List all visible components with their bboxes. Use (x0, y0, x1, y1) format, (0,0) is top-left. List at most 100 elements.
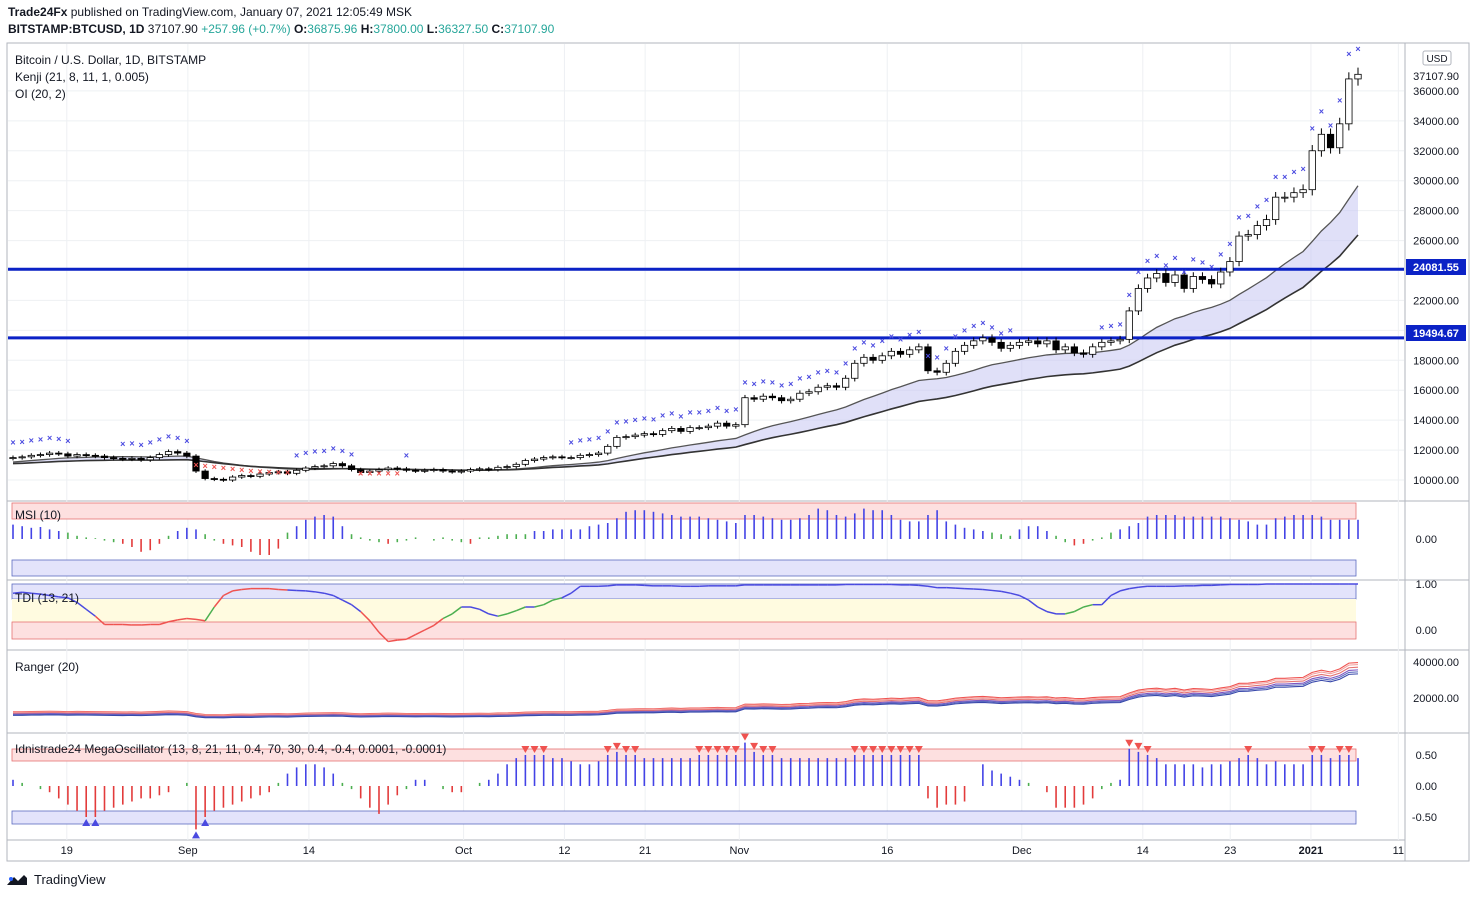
legend-msi[interactable]: MSI (10) (15, 508, 61, 522)
candle-body (1098, 341, 1106, 348)
legend-kenji[interactable]: Kenji (21, 8, 11, 1, 0.005) (15, 70, 149, 84)
sell-triangle-marker (1308, 746, 1317, 753)
buy-triangle-marker (91, 819, 100, 826)
candle-body (192, 455, 200, 472)
candle-body (604, 445, 612, 454)
kenji-lower-line (12, 234, 1359, 471)
footer-brand[interactable]: TradingView (6, 872, 106, 887)
signal-cross: × (1127, 290, 1132, 300)
msi-tick-label: 0.00 (1416, 534, 1437, 546)
sell-triangle-marker (850, 746, 859, 753)
candle-body (677, 428, 685, 432)
signal-cross: × (1264, 195, 1269, 205)
signal-cross: × (660, 411, 665, 421)
tdi-line-segment (58, 596, 68, 599)
candle-body (494, 466, 502, 470)
candle-body (768, 395, 777, 399)
sell-triangle-marker (1134, 742, 1143, 750)
candle-body (530, 458, 539, 461)
legend-ranger[interactable]: Ranger (20) (15, 660, 79, 674)
publisher-name[interactable]: Trade24Fx (8, 5, 68, 19)
candle-body (210, 478, 218, 480)
signal-cross: × (1291, 167, 1296, 177)
high-value: 37800.00 (373, 22, 424, 36)
ranger-line (12, 673, 1359, 719)
buy-triangle-marker (201, 819, 210, 826)
legend-tdi[interactable]: TDI (13, 21) (15, 591, 79, 605)
level-tag-lower (1406, 325, 1466, 341)
tdi-line-segment (1001, 590, 1011, 594)
msi-upper-band (11, 502, 1357, 520)
sell-triangle-marker (612, 742, 621, 750)
currency-badge[interactable] (1422, 50, 1452, 66)
candle-body (1226, 261, 1234, 273)
signal-cross: × (212, 462, 217, 472)
signal-cross: × (1227, 239, 1232, 249)
candle-body (540, 457, 548, 460)
msi-pane[interactable] (12, 508, 1359, 555)
candle-body (723, 422, 731, 427)
candle-body (119, 457, 127, 460)
tdi-line-segment (204, 606, 215, 622)
signal-cross: × (386, 469, 391, 479)
candle-body (640, 433, 648, 436)
legend-oi[interactable]: OI (20, 2) (15, 87, 66, 101)
candle-body (384, 467, 392, 470)
candle-body (860, 356, 868, 364)
y-tick-label: 30000.00 (1413, 176, 1459, 188)
tdi-line-segment (1010, 592, 1020, 597)
candle-body (668, 428, 676, 432)
tdi-line-segment (552, 597, 563, 601)
tdi-line-segment (378, 631, 389, 643)
tdi-pane[interactable] (12, 583, 1358, 643)
signal-cross: × (340, 446, 345, 456)
candle-body (878, 355, 886, 361)
signal-cross: × (47, 433, 52, 443)
tdi-line-segment (305, 590, 316, 593)
signal-cross: × (614, 417, 619, 427)
price-pane[interactable]: × × × × × × × × × × × × × × × × × × × × × × × × × × × × × × × × × × × × × × × ×… (8, 44, 1404, 482)
signal-cross: × (816, 367, 821, 377)
signal-cross: × (642, 414, 647, 424)
candle-body (347, 465, 356, 470)
signal-cross: × (733, 405, 738, 415)
signal-cross: × (230, 464, 235, 474)
symbol-name[interactable]: BITSTAMP:BTCUSD, 1D (8, 22, 145, 36)
mega-tick-label: 0.50 (1416, 750, 1437, 762)
tdi-line-segment (232, 588, 242, 592)
candle-body (1061, 346, 1069, 351)
candle-body (457, 470, 465, 473)
signal-cross: × (587, 435, 592, 445)
currency-label: USD (1426, 54, 1447, 65)
candle-body (649, 433, 658, 436)
candle-body (430, 469, 438, 471)
candle-body (997, 341, 1005, 349)
candle-body (146, 457, 154, 461)
candle-body (320, 465, 328, 468)
buy-triangle-marker (191, 831, 200, 839)
ranger-line (12, 663, 1359, 716)
ranger-pane[interactable] (12, 661, 1359, 719)
candle-body (1244, 234, 1252, 237)
signal-cross: × (806, 372, 811, 382)
signal-cross: × (898, 334, 903, 344)
candle-body (1162, 273, 1170, 283)
legend-title[interactable]: Bitcoin / U.S. Dollar, 1D, BITSTAMP (15, 53, 206, 67)
tdi-line-segment (470, 606, 480, 611)
signal-cross: × (797, 373, 802, 383)
candle-body (402, 468, 411, 471)
signal-cross: × (1337, 96, 1342, 106)
candle-body (549, 456, 557, 459)
signal-cross: × (1172, 253, 1177, 263)
signal-cross: × (1273, 172, 1278, 182)
candle-body (1006, 344, 1014, 349)
candle-body (622, 436, 630, 439)
candle-body (1025, 340, 1033, 343)
candle-body (238, 475, 246, 478)
mega-oscillator-pane[interactable] (12, 733, 1359, 839)
sell-triangle-marker (722, 746, 731, 753)
legend-mega[interactable]: Idnistrade24 MegaOscillator (13, 8, 21, … (15, 742, 446, 756)
signal-cross: × (889, 331, 894, 341)
candle-body (1281, 196, 1289, 199)
